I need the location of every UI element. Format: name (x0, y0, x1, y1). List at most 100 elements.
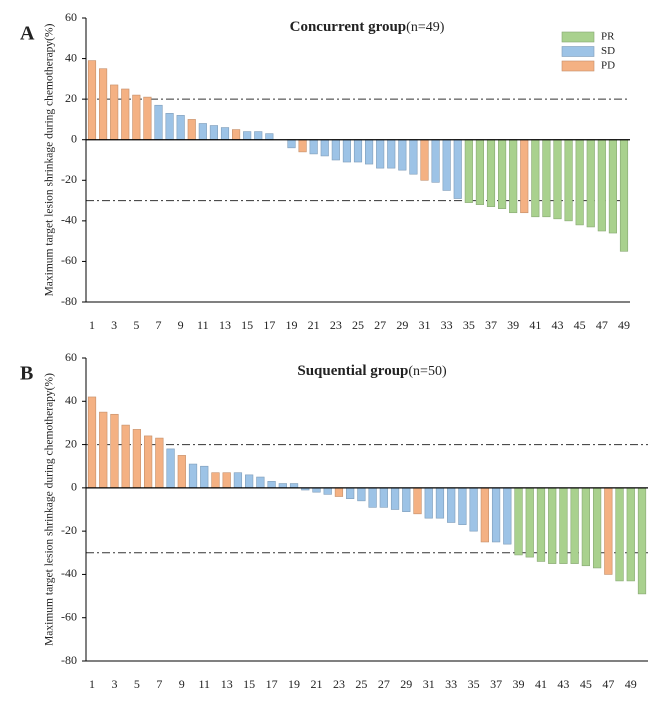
x-tick-label: 1 (89, 318, 95, 332)
bar (312, 487, 321, 493)
bar (200, 465, 209, 489)
y-tick-label: -60 (61, 609, 77, 623)
bar (121, 88, 130, 141)
bar (379, 487, 388, 508)
x-tick-label: 35 (463, 318, 475, 332)
legend-swatch (561, 46, 595, 57)
bar (553, 139, 562, 220)
y-tick-label: -40 (61, 566, 77, 580)
bar (353, 139, 363, 163)
y-tick-label: -20 (61, 172, 77, 186)
bar (320, 139, 329, 157)
bar (592, 487, 602, 569)
bar (346, 487, 355, 499)
bar (503, 487, 512, 545)
x-tick-label: 45 (580, 677, 592, 691)
x-tick-label: 13 (219, 318, 231, 332)
legend-swatch (561, 60, 595, 72)
x-tick-label: 11 (197, 318, 209, 332)
x-tick-label: 25 (355, 677, 367, 691)
bar (99, 411, 108, 489)
bar (402, 487, 411, 512)
bar (475, 139, 484, 205)
y-tick-label: 0 (71, 131, 77, 145)
x-tick-label: 27 (378, 677, 390, 691)
y-tick-label: 0 (71, 480, 77, 494)
bar (267, 481, 276, 489)
x-tick-label: 13 (221, 677, 233, 691)
y-tick-label: 20 (65, 436, 77, 450)
y-tick-label: -80 (61, 294, 77, 308)
bar (243, 131, 252, 141)
x-tick-label: 29 (396, 318, 408, 332)
legend-label: PD (601, 60, 615, 72)
x-tick-label: 39 (507, 318, 519, 332)
bar (559, 487, 568, 564)
bar (144, 435, 153, 489)
x-tick-label: 1 (89, 677, 95, 691)
x-tick-label: 43 (557, 677, 569, 691)
bar (520, 139, 529, 214)
bar (581, 487, 590, 567)
bar (525, 487, 534, 558)
y-tick-label: 60 (65, 350, 77, 364)
bar (87, 60, 97, 141)
x-tick-label: 19 (286, 318, 298, 332)
x-tick-label: 49 (625, 677, 637, 691)
bar (542, 139, 551, 218)
bar (187, 119, 196, 141)
y-tick-label: 40 (65, 393, 77, 407)
panel-label: A (20, 23, 35, 45)
bar (289, 483, 299, 489)
x-tick-label: 47 (596, 318, 608, 332)
title-main: Concurrent group (290, 19, 407, 35)
x-tick-label: 11 (198, 677, 210, 691)
x-tick-label: 7 (156, 318, 162, 332)
bar (398, 139, 407, 171)
bar (357, 487, 366, 502)
bar (155, 437, 164, 489)
x-tick-label: 49 (618, 318, 630, 332)
y-axis-label: Maximum target lesion shrinkage during c… (44, 23, 56, 296)
bar (376, 139, 385, 169)
bar (110, 84, 119, 141)
bar (586, 139, 595, 228)
bar (287, 139, 296, 149)
chart-title: Concurrent group(n=49) (290, 19, 445, 35)
bar (331, 139, 340, 161)
x-tick-label: 27 (374, 318, 386, 332)
x-tick-label: 15 (241, 318, 253, 332)
bar (435, 487, 445, 519)
bar (132, 94, 141, 141)
bar (166, 448, 175, 489)
bar (176, 115, 185, 141)
panel-label: B (20, 363, 33, 385)
bar (254, 131, 263, 141)
x-tick-label: 31 (419, 318, 431, 332)
bar (409, 139, 418, 175)
x-tick-label: 7 (156, 677, 162, 691)
x-tick-label: 47 (602, 677, 614, 691)
bar (431, 139, 440, 183)
x-tick-label: 5 (134, 677, 140, 691)
x-tick-label: 9 (179, 677, 185, 691)
bar (637, 487, 647, 595)
bar (233, 472, 243, 489)
bar (491, 487, 501, 543)
bar (575, 139, 584, 226)
bar (99, 68, 108, 141)
bar (469, 487, 478, 532)
bar (498, 139, 507, 209)
bar (245, 474, 254, 489)
x-tick-label: 45 (574, 318, 586, 332)
bar (548, 487, 557, 564)
bar (387, 139, 396, 169)
bar (619, 139, 629, 252)
bar (154, 104, 163, 141)
y-tick-label: 20 (65, 91, 77, 105)
y-tick-label: -20 (61, 523, 77, 537)
x-tick-label: 23 (333, 677, 345, 691)
bar (531, 139, 540, 218)
bar (198, 123, 207, 141)
x-tick-label: 33 (445, 677, 457, 691)
